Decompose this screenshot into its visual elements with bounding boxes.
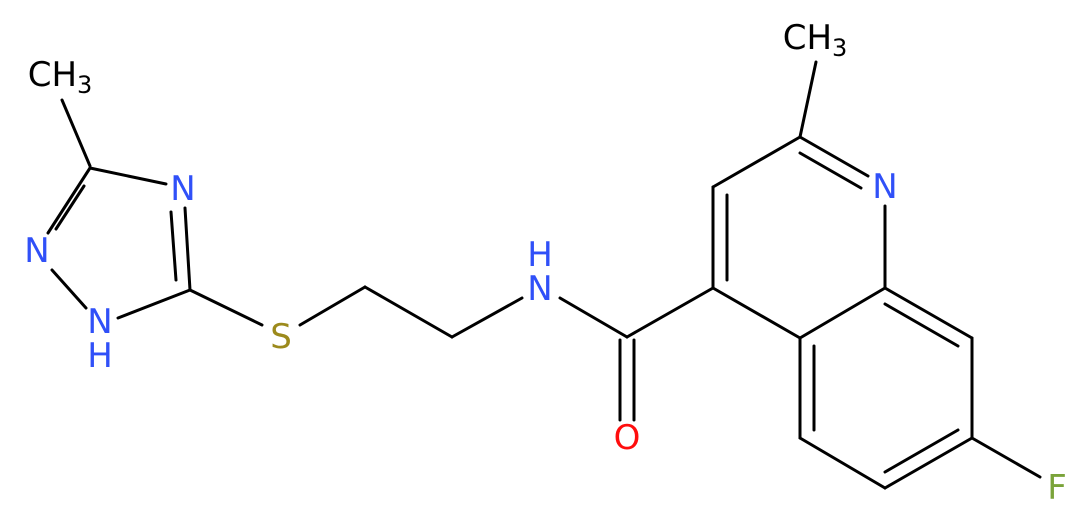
bond — [970, 436, 1042, 479]
atom-label: N — [170, 169, 195, 209]
bond — [798, 60, 818, 139]
bond — [883, 286, 974, 340]
atom-label: N — [527, 269, 552, 309]
bond — [298, 285, 367, 327]
atom-label: H — [527, 235, 553, 275]
bond — [363, 285, 454, 339]
bond — [50, 268, 88, 310]
bond — [88, 166, 168, 186]
bond — [711, 135, 802, 189]
atom-text: CH — [28, 55, 77, 95]
bond — [183, 206, 192, 292]
atom-label: N — [87, 302, 112, 342]
bond — [60, 98, 92, 168]
bond — [169, 210, 178, 282]
atom-label: N — [872, 167, 897, 207]
atom-label: CH3 — [28, 55, 93, 99]
bond — [798, 286, 887, 340]
bond — [798, 151, 863, 190]
bond — [798, 436, 887, 490]
bond — [711, 286, 802, 340]
bond — [558, 296, 629, 339]
atom-label: O — [614, 418, 641, 458]
bond — [798, 135, 870, 178]
bond — [625, 286, 715, 339]
atom-subscript: 3 — [832, 34, 847, 62]
atom-label: F — [1047, 468, 1067, 508]
atom-text: CH — [783, 18, 832, 58]
bond — [188, 288, 264, 327]
bond — [54, 184, 86, 231]
bond — [116, 288, 192, 320]
atom-labels: CH3 N N N H S H N O N CH3 F — [24, 18, 1067, 508]
atom-label: CH3 — [783, 18, 848, 62]
bond — [883, 302, 960, 348]
atom-label: N — [24, 231, 49, 271]
bond — [883, 436, 974, 490]
atom-label: S — [270, 317, 292, 357]
atom-label: H — [87, 336, 113, 376]
bond — [46, 166, 92, 235]
bond — [450, 296, 524, 339]
bond — [883, 428, 960, 474]
bonds — [46, 60, 1042, 490]
atom-subscript: 3 — [77, 71, 92, 99]
